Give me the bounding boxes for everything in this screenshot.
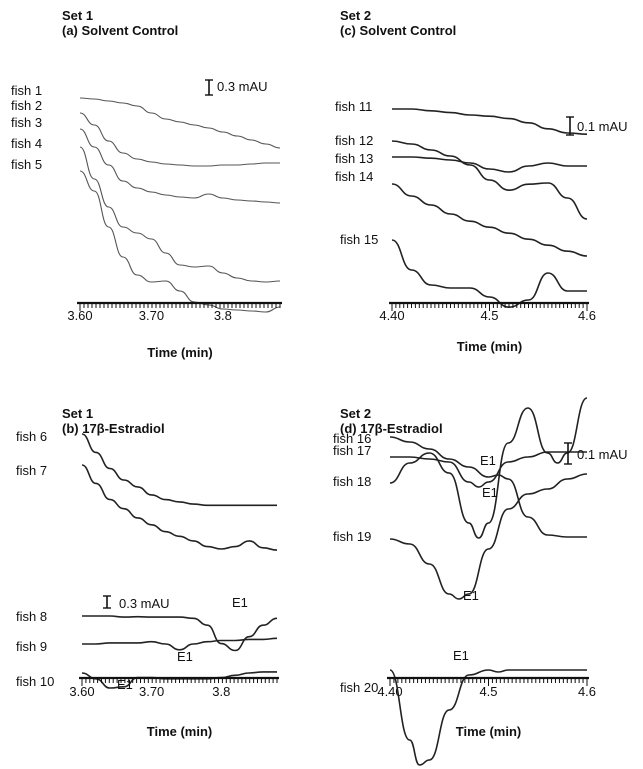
chart-title: Set 2 [340, 8, 371, 23]
scale-bar-label: 0.1 mAU [577, 447, 628, 462]
peak-label-e1: E1 [232, 595, 248, 610]
trace-label: fish 8 [16, 609, 47, 624]
trace-label: fish 4 [11, 136, 42, 151]
x-tick-label: 4.5 [479, 684, 497, 699]
trace-label: fish 7 [16, 463, 47, 478]
chart-b: Set 1(b) 17β-Estradiol fish 6 fish 7 fish 8… [16, 406, 279, 739]
x-tick-label: 4.6 [578, 308, 596, 323]
trace-fish-16 [389, 436, 587, 538]
chart-subtitle: (c) Solvent Control [340, 23, 456, 38]
trace-label: fish 15 [340, 232, 378, 247]
trace-label: fish 19 [333, 529, 371, 544]
chart-title: Set 1 [62, 406, 93, 421]
trace-fish-2 [79, 112, 280, 167]
trace-fish-8 [81, 615, 278, 652]
trace-fish-5 [79, 170, 281, 313]
x-tick-label: 3.60 [69, 684, 94, 699]
trace-fish-18 [389, 397, 588, 539]
trace-fish-4 [79, 146, 281, 283]
scale-bar-label: 0.3 mAU [119, 596, 170, 611]
x-axis-label: Time (min) [457, 339, 523, 354]
peak-label-e1: E1 [463, 588, 479, 603]
trace-label: fish 20 [340, 680, 378, 695]
x-axis-label: Time (min) [456, 724, 522, 739]
trace-fish-20 [389, 669, 587, 766]
trace-label: fish 1 [11, 83, 42, 98]
peak-label-e1: E1 [117, 677, 133, 692]
x-axis-label: Time (min) [147, 724, 213, 739]
x-tick-label: 4.40 [379, 308, 404, 323]
trace-fish-3 [79, 128, 281, 204]
x-tick-label: 3.8 [214, 308, 232, 323]
trace-label: fish 12 [335, 133, 373, 148]
x-tick-label: 3.8 [212, 684, 230, 699]
trace-fish-13 [392, 156, 587, 173]
trace-label: fish 14 [335, 169, 373, 184]
trace-label: fish 17 [333, 443, 371, 458]
peak-label-e1: E1 [480, 453, 496, 468]
trace-label: fish 13 [335, 151, 373, 166]
chart-subtitle: (d) 17β-Estradiol [340, 421, 443, 436]
chart-subtitle: (a) Solvent Control [62, 23, 178, 38]
trace-fish-17 [389, 451, 587, 488]
peak-label-e1: E1 [177, 649, 193, 664]
trace-fish-1 [79, 97, 281, 149]
trace-label: fish 2 [11, 98, 42, 113]
trace-label: fish 3 [11, 115, 42, 130]
chart-subtitle: (b) 17β-Estradiol [62, 421, 165, 436]
scale-bar-label: 0.3 mAU [217, 79, 268, 94]
x-tick-label: 3.70 [139, 308, 164, 323]
x-tick-label: 4.6 [578, 684, 596, 699]
trace-fish-11 [392, 108, 588, 135]
x-tick-label: 3.60 [67, 308, 92, 323]
chart-c: Set 2(c) Solvent Control fish 11 fish 12 fi… [335, 8, 628, 354]
x-tick-label: 3.70 [139, 684, 164, 699]
trace-fish-15 [391, 239, 587, 309]
x-tick-label: 4.40 [377, 684, 402, 699]
chart-title: Set 1 [62, 8, 93, 23]
trace-label: fish 6 [16, 429, 47, 444]
x-tick-label: 4.5 [480, 308, 498, 323]
trace-label: fish 11 [335, 99, 372, 114]
trace-fish-12 [391, 140, 588, 220]
trace-label: fish 16 [333, 431, 371, 446]
peak-label-e1: E1 [453, 648, 469, 663]
trace-fish-9 [82, 637, 278, 651]
trace-label: fish 10 [16, 674, 54, 689]
peak-label-e1: E1 [482, 485, 498, 500]
trace-label: fish 18 [333, 474, 371, 489]
chart-title: Set 2 [340, 406, 371, 421]
trace-label: fish 9 [16, 639, 47, 654]
x-axis-label: Time (min) [147, 345, 213, 360]
trace-fish-19 [389, 473, 588, 600]
scale-bar-label: 0.1 mAU [577, 119, 628, 134]
trace-fish-7 [81, 464, 278, 551]
trace-label: fish 5 [11, 157, 42, 172]
trace-fish-6 [81, 433, 277, 507]
trace-fish-14 [391, 183, 588, 257]
